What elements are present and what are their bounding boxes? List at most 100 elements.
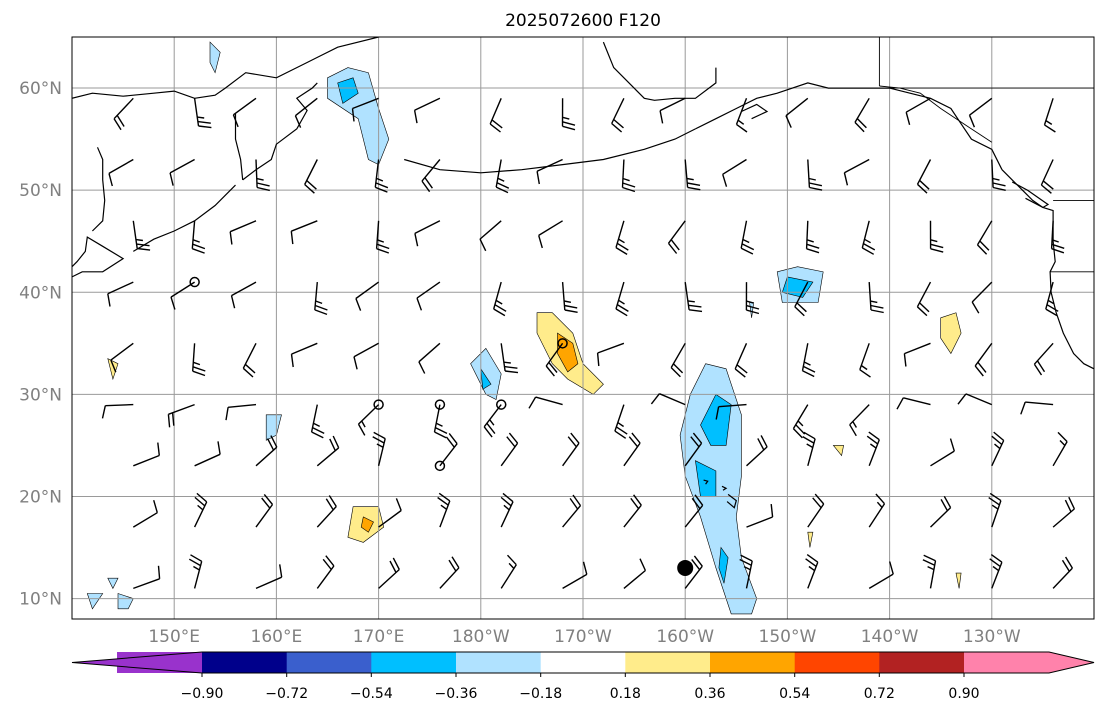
wind-barb	[684, 159, 701, 191]
wind-barb	[193, 492, 208, 528]
wind-barb-shaft	[378, 568, 400, 589]
wind-barb-feather	[486, 422, 496, 435]
wind-barb-feather	[633, 494, 642, 506]
wind-barb	[489, 98, 503, 133]
wind-barb-feather	[802, 370, 815, 378]
wind-barb-shaft	[905, 97, 931, 113]
wind-barb	[414, 220, 441, 247]
wind-barb-feather	[746, 304, 760, 310]
wind-barb	[976, 220, 993, 255]
wind-barb-shaft	[991, 440, 1005, 467]
wind-barb-feather	[389, 560, 397, 573]
wind-barb-shaft	[861, 220, 870, 249]
wind-barb-feather	[416, 297, 423, 311]
wind-barb-shaft	[623, 442, 641, 467]
colorbar-labels: −0.90 −0.72 −0.54 −0.36 −0.18 0.18 0.36 0.54 0.7…	[181, 673, 980, 702]
wind-barb	[854, 97, 870, 133]
wind-barb-feather	[690, 436, 700, 448]
wind-barb-feather	[930, 243, 944, 249]
wind-barb-shaft	[794, 281, 809, 308]
wind-barb	[735, 98, 748, 133]
wind-barb-feather	[351, 108, 355, 122]
wind-barb	[493, 281, 507, 317]
wind-barb	[621, 159, 636, 193]
wind-barb-feather	[500, 496, 512, 507]
wind-barb-feather	[353, 356, 358, 370]
wind-barb-shaft	[614, 404, 625, 432]
latitude-labels: 10°N 20°N 30°N 40°N 50°N 60°N	[19, 79, 62, 610]
wind-barb	[194, 441, 221, 467]
kamchatka-east-coast	[242, 82, 318, 181]
wind-barb-feather	[860, 364, 868, 371]
wind-barb-shaft	[192, 343, 196, 372]
wind-barbs-layer	[101, 97, 1076, 590]
wind-barb-feather	[494, 304, 507, 312]
wind-barb-shaft	[377, 438, 386, 466]
wind-barb	[536, 158, 563, 185]
wind-barb-feather	[742, 238, 750, 244]
wind-barb-feather	[313, 422, 321, 428]
lon-tick-label: 140°W	[861, 627, 919, 647]
wind-barb	[957, 393, 993, 406]
wind-barb-shaft	[930, 507, 952, 528]
wind-barb-feather	[435, 422, 443, 427]
colorbar-segment	[202, 652, 288, 673]
wind-barb-shaft	[807, 561, 819, 589]
wind-barb	[439, 556, 460, 589]
wind-barb-feather	[616, 242, 629, 251]
wind-barb-feather	[667, 242, 678, 254]
wind-barb-feather	[672, 363, 684, 374]
wind-barb	[615, 281, 629, 317]
wind-barb-shaft	[193, 561, 203, 589]
wind-barb-feather	[875, 493, 886, 505]
wind-barb-shaft	[611, 97, 625, 124]
wind-barb-feather	[110, 359, 117, 373]
wind-barb	[479, 220, 502, 252]
colorbar-tick-label: 0.54	[779, 686, 810, 702]
wind-barb-feather	[796, 302, 807, 313]
negative-anomaly-33n-180	[470, 347, 502, 400]
wind-barb-feather	[325, 555, 335, 567]
wind-barb-shaft	[353, 342, 379, 358]
wind-barb-feather	[803, 361, 811, 366]
wind-barb-feather	[802, 365, 816, 373]
wind-barb	[734, 343, 748, 378]
calm-marker	[189, 276, 200, 288]
wind-barb-feather	[489, 419, 495, 426]
wind-barb-feather	[230, 295, 236, 309]
wind-barb-shaft	[132, 220, 138, 249]
wind-barb	[868, 561, 894, 590]
wind-barb-feather	[503, 361, 511, 364]
wind-barb-shaft	[255, 576, 282, 590]
wind-barb-feather	[614, 430, 627, 439]
colorbar-segment	[540, 652, 626, 673]
wind-barb-shaft	[316, 506, 337, 528]
wind-barb	[968, 97, 993, 128]
wind-barb	[169, 158, 195, 186]
wind-barb-feather	[896, 397, 904, 410]
wind-barb-shaft	[1052, 567, 1073, 589]
wind-barb	[805, 554, 819, 589]
wind-barb	[132, 500, 158, 528]
wind-barb-feather	[993, 431, 1005, 442]
wind-barb-feather	[688, 304, 702, 308]
wind-barb-shaft	[232, 97, 257, 116]
wind-barb	[316, 495, 337, 528]
wind-barb-feather	[670, 367, 681, 378]
wind-barb-shaft	[133, 578, 160, 590]
wind-barb-shaft	[500, 442, 519, 467]
wind-barb-feather	[785, 115, 792, 128]
wind-barb-shaft	[659, 97, 686, 112]
wind-barb-feather	[306, 179, 317, 190]
wind-barb	[255, 435, 278, 467]
wind-barb-feather	[630, 497, 640, 510]
wind-barb-feather	[806, 239, 814, 243]
wind-barb-shaft	[562, 442, 580, 467]
positive-anomaly-12n-135w	[955, 572, 962, 589]
wind-barb-feather	[991, 435, 1003, 446]
wind-barb	[805, 220, 820, 254]
wind-barb-shaft	[500, 564, 517, 589]
wind-barb-feather	[506, 554, 517, 566]
wind-barb	[922, 554, 937, 589]
wind-barb-shaft	[745, 560, 753, 589]
